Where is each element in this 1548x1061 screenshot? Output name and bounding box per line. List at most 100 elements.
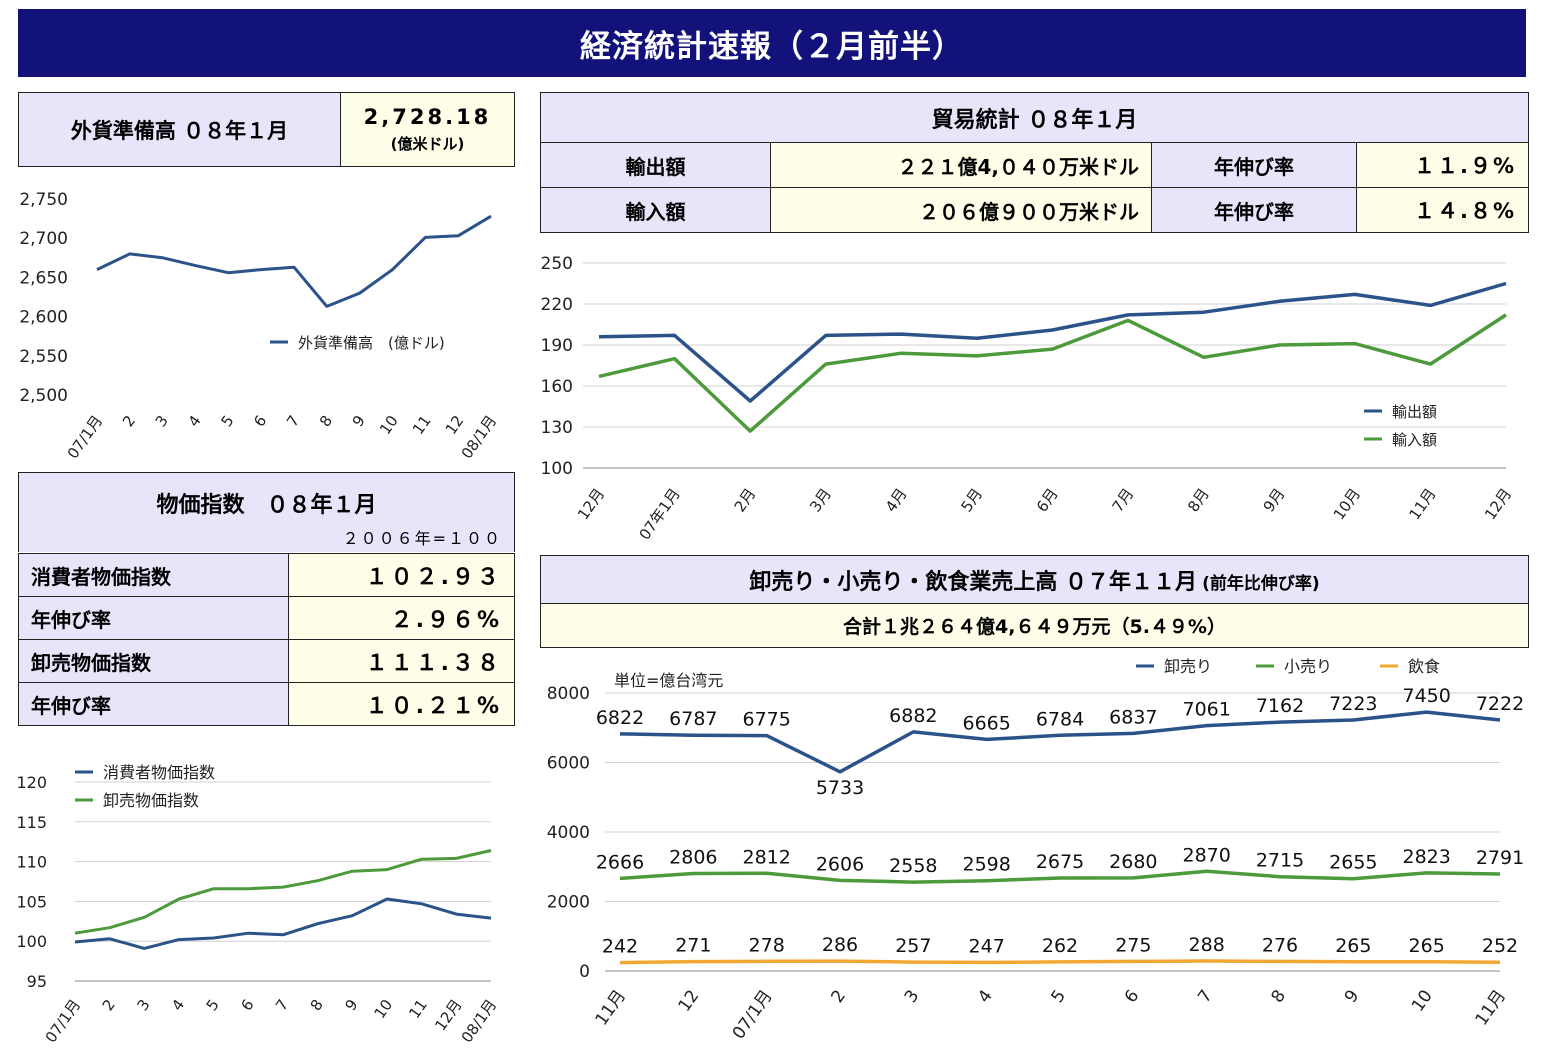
data-label: 7450 [1402, 685, 1450, 707]
x-tick-label: 3月 [806, 485, 835, 515]
y-tick-label: 190 [541, 336, 573, 356]
x-tick-label: 8 [316, 412, 336, 430]
x-tick-label: 07年1月 [635, 485, 683, 543]
x-tick-label: 12月 [574, 485, 608, 523]
x-tick-label: 7 [272, 996, 292, 1014]
price-base-note: ２００６年=１００ [342, 529, 502, 548]
page-title: 経済統計速報（２月前半） [18, 9, 1526, 77]
x-tick-label: 7月 [1109, 485, 1138, 515]
data-label: 262 [1042, 935, 1078, 957]
legend-label: 輸出額 [1392, 403, 1437, 421]
data-label: 275 [1115, 934, 1151, 956]
sales-table: 卸売り・小売り・飲食業売上高 ０７年１１月 (前年比伸び率) 合計１兆２６４億4… [540, 555, 1529, 648]
data-label: 2812 [742, 846, 790, 868]
data-label: 271 [675, 935, 711, 957]
data-label: 242 [602, 936, 638, 958]
x-tick-label: 11 [409, 412, 435, 438]
series-line [619, 710, 1501, 774]
y-tick-label: 2,750 [19, 190, 68, 210]
legend-label: 外貨準備高 (億ドル) [298, 334, 445, 352]
x-tick-label: 2 [119, 412, 139, 430]
x-tick-label: 4 [168, 996, 188, 1014]
y-tick-label: 100 [16, 932, 47, 951]
x-tick-label: 12 [442, 412, 468, 438]
price-table-header: 物価指数 ０８年１月 ２００６年=１００ [18, 472, 515, 552]
data-label: 5733 [816, 777, 864, 799]
price-value: ２.９６% [288, 596, 515, 640]
legend-label: 小売り [1284, 657, 1332, 676]
price-index-chart: 95 100 105 110 115 120 07/1月 2 3 4 5 6 7 8 9 10 11 12月08/… [16, 763, 501, 1046]
data-label: 2666 [596, 851, 644, 873]
x-tick-label: 08/1月 [458, 412, 501, 462]
data-label: 2558 [889, 855, 937, 877]
data-label: 7222 [1476, 693, 1524, 715]
data-label: 276 [1262, 934, 1298, 956]
y-tick-label: 2,500 [19, 386, 68, 406]
trade-chart: 100 130 160 190 220 250 12月 07年1月 2月 3月 4月 5月 6月 7月 8月… [541, 254, 1516, 543]
sales-title: 卸売り・小売り・飲食業売上高 ０７年１１月 [749, 569, 1198, 595]
sales-chart: 0 2000 4000 6000 8000 11月 12 07/1月 2 3 4 5 6 7 8 9 10 11月… [547, 657, 1524, 1043]
data-label: 6787 [669, 708, 717, 730]
x-tick-label: 10 [1408, 986, 1437, 1015]
x-tick-label: 8 [1268, 986, 1291, 1006]
x-tick-label: 08/1月 [458, 996, 501, 1046]
x-tick-label: 07/1月 [64, 412, 107, 462]
series-line [619, 869, 1501, 884]
data-label: 257 [895, 935, 931, 957]
legend-label: 消費者物価指数 [103, 763, 215, 782]
trade-growth-label: 年伸び率 [1151, 187, 1357, 233]
trade-row-import: 輸入額 ２０６億９００万米ドル 年伸び率 １４.８% [540, 187, 1529, 233]
x-tick-label: 7 [283, 412, 303, 430]
data-label: 7223 [1329, 693, 1377, 715]
series-line [619, 959, 1501, 965]
y-tick-label: 105 [16, 892, 47, 911]
x-tick-label: 8月 [1184, 485, 1213, 515]
y-tick-label: 95 [27, 972, 47, 991]
x-tick-label: 12 [675, 986, 704, 1015]
x-tick-label: 6 [237, 996, 257, 1014]
x-tick-label: 11月 [1472, 986, 1511, 1029]
forex-unit: (億米ドル) [390, 135, 465, 153]
data-label: 2806 [669, 846, 717, 868]
price-value: １０２.９３ [288, 553, 515, 597]
data-label: 278 [749, 934, 785, 956]
x-tick-label: 07/1月 [42, 996, 85, 1046]
x-tick-label: 4 [185, 412, 205, 430]
data-label: 6822 [596, 707, 644, 729]
y-tick-label: 2000 [547, 893, 590, 913]
y-tick-label: 6000 [547, 754, 590, 774]
sales-title-note: (前年比伸び率) [1202, 573, 1320, 594]
x-tick-label: 3 [133, 996, 153, 1014]
trade-growth: １４.８% [1356, 187, 1529, 233]
x-tick-label: 2月 [731, 485, 760, 515]
series-line [598, 313, 1507, 433]
data-label: 2715 [1256, 850, 1304, 872]
data-label: 252 [1482, 935, 1518, 957]
series-line [96, 214, 492, 308]
forex-summary-table: 外貨準備高 ０８年１月 2,728.18 (億米ドル) [18, 92, 515, 167]
x-tick-label: 07/1月 [729, 986, 777, 1043]
trade-growth-label: 年伸び率 [1151, 142, 1357, 188]
data-label: 6882 [889, 705, 937, 727]
y-tick-label: 0 [579, 962, 590, 982]
x-tick-label: 12月 [1481, 485, 1515, 523]
x-tick-label: 11 [405, 996, 431, 1022]
x-tick-label: 5 [203, 996, 223, 1014]
unit-note: 単位=億台湾元 [614, 671, 723, 690]
y-tick-label: 115 [16, 813, 47, 832]
x-tick-label: 9 [1341, 986, 1364, 1006]
trade-label: 輸入額 [540, 187, 771, 233]
x-tick-label: 11月 [1405, 485, 1439, 523]
forex-value-cell: 2,728.18 (億米ドル) [340, 92, 515, 167]
y-tick-label: 100 [541, 459, 573, 479]
price-value: １０.２１% [288, 682, 515, 726]
price-table: 消費者物価指数 １０２.９３ 年伸び率 ２.９６% 卸売物価指数 １１１.３８ … [18, 553, 515, 726]
data-label: 2598 [962, 854, 1010, 876]
x-tick-label: 9 [341, 996, 361, 1014]
x-tick-label: 5月 [957, 485, 986, 515]
y-tick-label: 4000 [547, 823, 590, 843]
data-label: 6775 [742, 709, 790, 731]
x-tick-label: 7 [1194, 986, 1217, 1006]
data-label: 2655 [1329, 852, 1377, 874]
price-label: 年伸び率 [18, 596, 289, 640]
